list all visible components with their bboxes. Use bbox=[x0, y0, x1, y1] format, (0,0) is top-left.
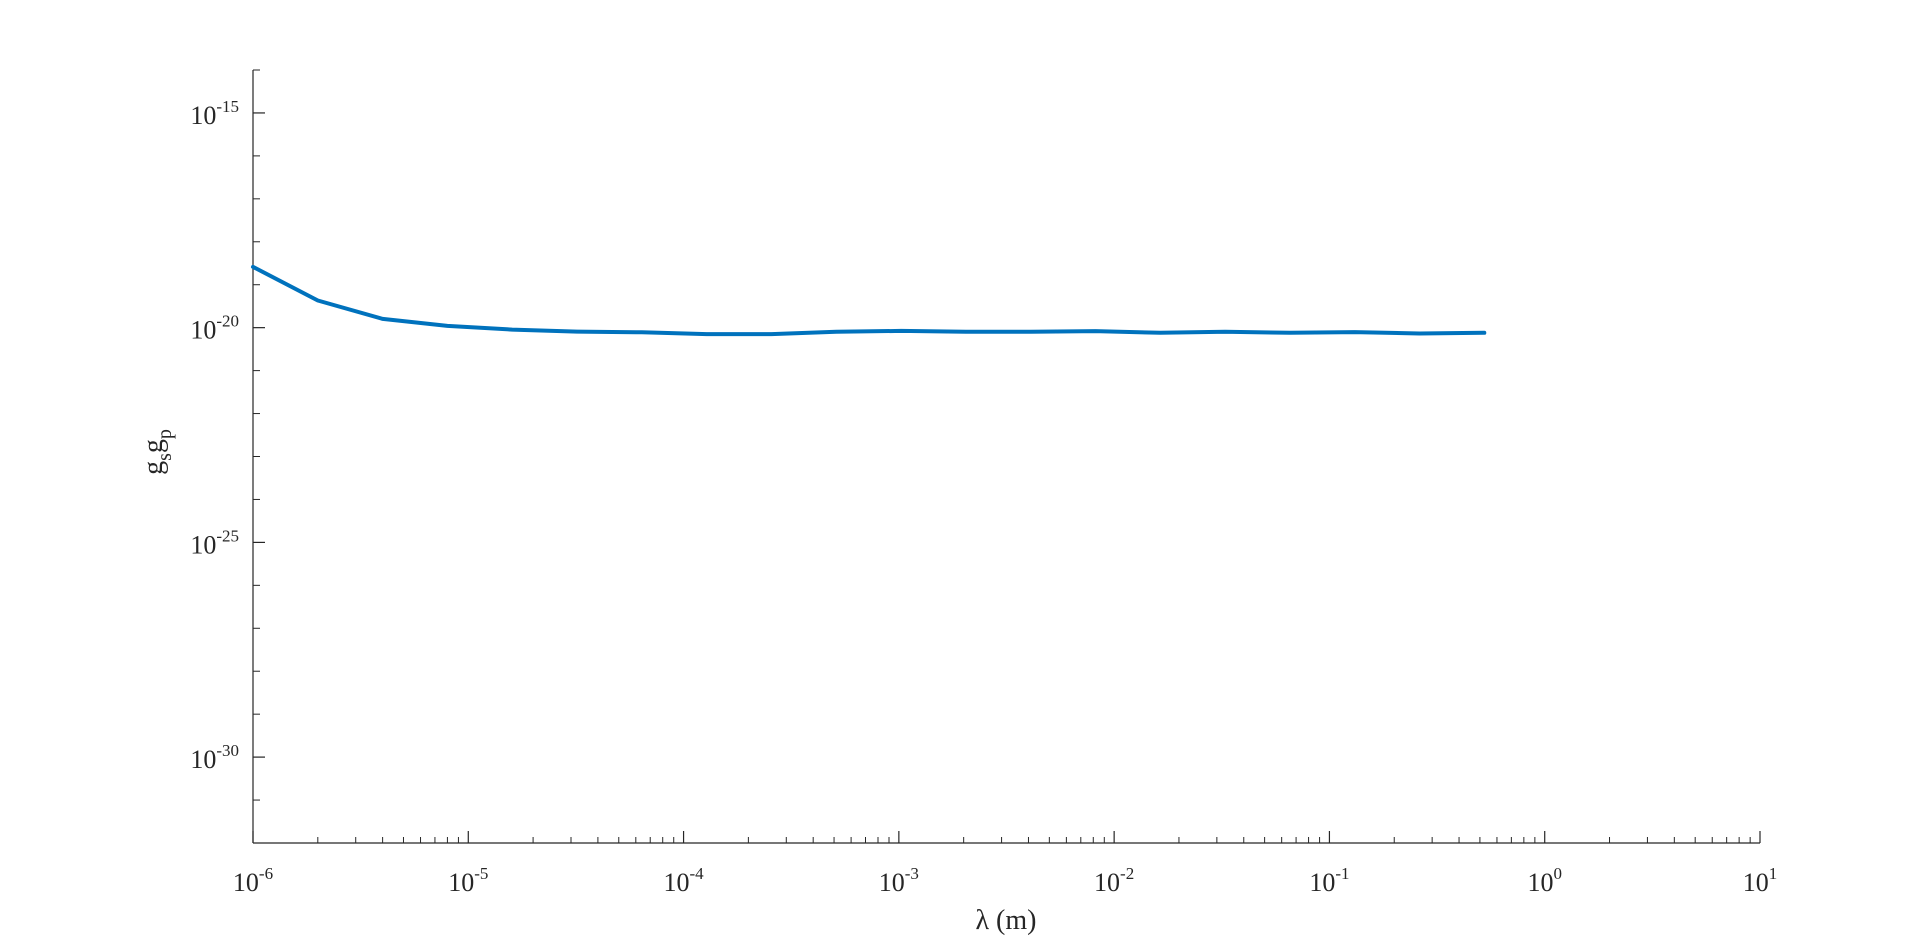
y-axis-label-sub1: s bbox=[154, 453, 176, 461]
y-axis-label-g2: g bbox=[138, 439, 169, 453]
x-tick-label: 101 bbox=[1743, 864, 1778, 897]
x-tick-labels: 10-6 10-5 10-4 10-3 10-2 10-1 100 101 bbox=[233, 864, 1777, 897]
y-axis-label: gsgp bbox=[138, 429, 176, 475]
y-tick-label: 10-25 bbox=[190, 526, 239, 559]
y-tick-label: 10-30 bbox=[190, 741, 239, 774]
x-tick-label: 100 bbox=[1527, 864, 1562, 897]
x-tick-label: 10-2 bbox=[1094, 864, 1134, 897]
y-tick-label: 10-15 bbox=[190, 97, 239, 130]
axes bbox=[252, 70, 1760, 844]
y-tick-labels: 10-15 10-20 10-25 10-30 bbox=[190, 97, 239, 774]
y-tick-label: 10-20 bbox=[190, 312, 239, 345]
y-axis-label-sub2: p bbox=[154, 429, 176, 439]
x-tick-label: 10-3 bbox=[879, 864, 919, 897]
x-tick-label: 10-5 bbox=[448, 864, 488, 897]
x-ticks bbox=[252, 831, 1761, 843]
x-axis-label: λ (m) bbox=[975, 905, 1036, 936]
series-layer bbox=[251, 264, 1487, 337]
x-tick-label: 10-1 bbox=[1309, 864, 1349, 897]
x-tick-label: 10-4 bbox=[663, 864, 704, 897]
y-ticks bbox=[253, 69, 265, 844]
series-line bbox=[251, 264, 1487, 337]
x-tick-label: 10-6 bbox=[233, 864, 273, 897]
y-axis-label-g1: g bbox=[138, 461, 169, 475]
